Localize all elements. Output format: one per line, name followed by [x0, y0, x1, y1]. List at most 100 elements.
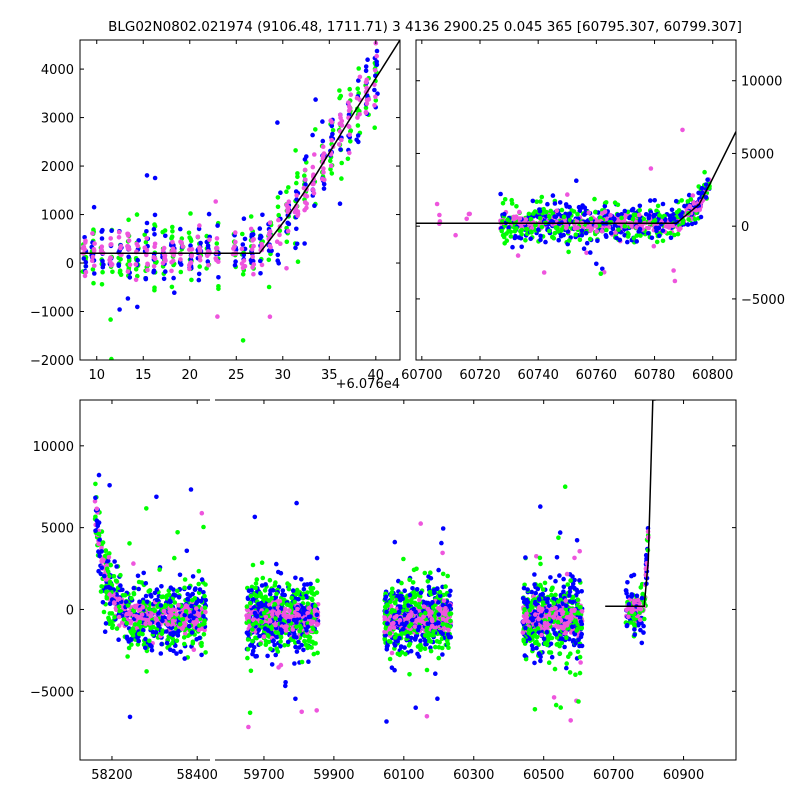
bottom-data-point — [301, 608, 306, 613]
bottom-data-point — [253, 635, 258, 641]
bottom-data-point — [248, 643, 253, 648]
bottom-data-point — [259, 583, 265, 588]
top-right-data-point — [584, 240, 590, 246]
bottom-data-point — [131, 585, 137, 591]
bottom-data-point — [121, 617, 127, 622]
bottom-data-point — [257, 591, 263, 596]
bottom-data-point — [248, 593, 254, 599]
top-right-data-point — [653, 225, 659, 231]
top-left-data-point — [142, 245, 148, 250]
bottom-data-point — [102, 629, 108, 634]
bottom-data-point — [285, 581, 290, 586]
bottom-data-point — [305, 645, 310, 651]
top-left-data-point — [364, 101, 370, 106]
top-right-data-point — [556, 237, 561, 243]
bottom-data-point — [170, 618, 176, 624]
bottom-data-point — [174, 651, 179, 656]
top-right-data-point — [553, 225, 559, 230]
top-left-data-point — [92, 271, 97, 276]
bottom-data-point — [418, 638, 423, 643]
bottom-data-point — [182, 641, 187, 647]
bottom-data-point — [110, 625, 115, 631]
bottom-data-point — [196, 581, 201, 587]
bottom-data-point — [143, 593, 149, 599]
top-left-data-point — [232, 262, 238, 268]
bottom-data-point — [579, 625, 584, 631]
top-left-data-point — [100, 264, 106, 270]
top-left-data-point — [133, 262, 139, 267]
bottom-data-point — [393, 600, 398, 606]
bottom-data-point — [183, 603, 189, 608]
bottom-data-point — [532, 572, 537, 577]
bottom-data-point — [433, 624, 439, 630]
top-right-data-point — [574, 178, 579, 183]
bottom-data-point — [431, 629, 436, 634]
top-right-data-point — [566, 249, 571, 255]
bottom-data-point — [579, 608, 584, 614]
top-left-ytick-label: 3000 — [41, 112, 74, 127]
top-right-data-point — [678, 226, 683, 231]
bottom-data-point — [99, 565, 105, 570]
top-left-data-point — [294, 241, 300, 247]
top-right-data-point — [502, 211, 507, 217]
top-right-data-point — [577, 237, 583, 243]
bottom-data-point — [578, 604, 583, 610]
bottom-data-point — [105, 558, 111, 564]
bottom-data-point — [440, 616, 446, 622]
bottom-data-point — [144, 617, 149, 623]
bottom-data-point — [250, 627, 255, 632]
bottom-data-point — [98, 589, 104, 594]
top-left-data-point — [258, 234, 264, 240]
top-left-data-point — [269, 248, 274, 254]
top-right-xtick-label: 60700 — [401, 368, 442, 383]
top-right-data-point — [603, 200, 609, 205]
top-right-data-point — [636, 212, 642, 218]
top-left-data-point — [285, 220, 291, 226]
top-left-data-point — [275, 204, 281, 210]
bottom-data-point — [402, 623, 408, 628]
top-right-data-point — [559, 207, 565, 213]
bottom-data-point — [254, 614, 260, 619]
bottom-data-point — [422, 638, 428, 644]
bottom-data-point — [107, 483, 112, 488]
bottom-data-point — [134, 614, 139, 619]
bottom-data-point — [283, 628, 289, 633]
top-left-data-point — [240, 231, 245, 237]
top-right-data-point — [604, 227, 609, 233]
bottom-data-point — [126, 645, 132, 651]
top-right-data-point — [668, 230, 673, 236]
top-right-ytick-label: 5000 — [741, 147, 774, 162]
top-right-data-point — [533, 223, 538, 228]
top-left-data-point — [356, 66, 362, 71]
bottom-data-point — [263, 638, 269, 644]
top-right-data-point — [515, 253, 521, 258]
top-left-data-point — [233, 259, 238, 264]
bottom-data-point — [149, 594, 154, 599]
bottom-data-point — [154, 494, 159, 500]
bottom-data-point — [538, 504, 543, 509]
top-left-data-point — [328, 158, 333, 164]
top-right-data-point — [534, 199, 539, 204]
top-right-data-point — [541, 206, 546, 212]
top-right-data-point — [498, 191, 503, 197]
bottom-data-point — [158, 603, 164, 608]
top-left-data-point — [365, 57, 370, 62]
top-left-data-point — [178, 257, 183, 262]
bottom-data-point — [147, 621, 153, 626]
top-left-data-point — [249, 247, 255, 252]
bottom-data-point — [191, 647, 197, 652]
top-left-data-point — [151, 226, 157, 232]
top-left-data-point — [302, 173, 307, 178]
bottom-data-point — [445, 641, 451, 647]
bottom-data-point — [389, 650, 395, 656]
bottom-data-point — [399, 580, 404, 586]
bottom-data-point — [425, 579, 431, 584]
bottom-data-point — [143, 621, 148, 627]
top-right-data-point — [588, 216, 594, 222]
bottom-data-point — [194, 637, 199, 642]
bottom-data-point — [422, 570, 428, 576]
bottom-data-point — [201, 524, 206, 530]
top-right-data-point — [567, 211, 572, 216]
top-left-data-point — [250, 238, 255, 243]
top-left-data-point — [320, 119, 325, 124]
